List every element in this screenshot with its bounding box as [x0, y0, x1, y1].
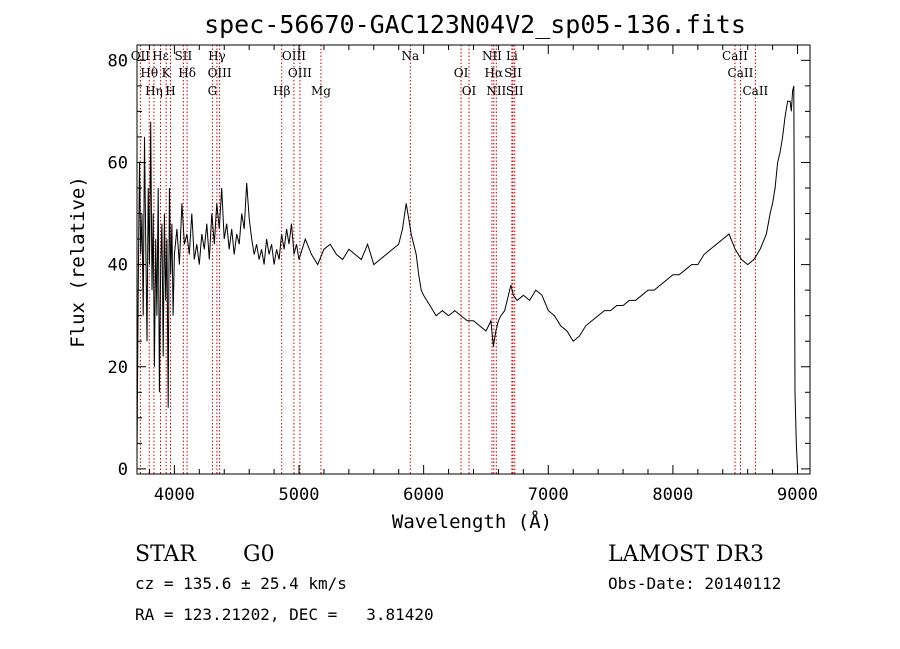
line-marker-label: OIII [208, 66, 232, 80]
line-marker-label: OII [131, 49, 151, 63]
line-marker-label: Mg [311, 84, 331, 98]
line-marker-label: Hδ [178, 66, 196, 80]
x-tick-label: 5000 [279, 485, 320, 505]
line-marker-label: NII [486, 84, 506, 98]
spectral-line-labels: OII Hθ Hη Hε KH SII Hδ G Hγ OIII Hβ OIII OIII Mg Na OI O… [131, 49, 769, 98]
y-tick-label: 40 [108, 256, 128, 276]
x-tick-label: 4000 [154, 485, 195, 505]
y-tick-label: 80 [108, 51, 128, 71]
y-axis-ticks: 0 20 40 60 80 [108, 51, 810, 480]
coordinates: RA = 123.21202, DEC = 3.81420 [135, 605, 434, 624]
x-tick-label: 6000 [403, 485, 444, 505]
line-marker-label: Li [506, 49, 518, 63]
x-tick-label: 8000 [652, 485, 693, 505]
line-marker-label: SII [504, 66, 522, 80]
line-marker-label: OIII [288, 66, 312, 80]
line-marker-label: CaII [742, 84, 768, 98]
redshift-velocity: cz = 135.6 ± 25.4 km/s [135, 574, 347, 593]
x-axis-ticks: 4000 5000 6000 7000 8000 9000 [148, 45, 818, 505]
line-marker-label: Na [401, 49, 419, 63]
line-marker-label: Hα [485, 66, 504, 80]
y-axis-label: Flux (relative) [67, 176, 89, 348]
line-marker-label: OI [454, 66, 469, 80]
line-marker-label: Hβ [273, 84, 290, 98]
line-marker-label: CaII [728, 66, 754, 80]
x-tick-label: 9000 [777, 485, 818, 505]
line-marker-label: Hγ [208, 49, 226, 63]
y-tick-label: 0 [118, 460, 128, 480]
x-tick-label: 7000 [528, 485, 569, 505]
line-marker-label: Hθ [140, 66, 158, 80]
line-marker-label: Hε [152, 49, 169, 63]
line-marker-label: CaII [722, 49, 748, 63]
line-marker-label: SII [506, 84, 524, 98]
line-marker-label: NII [482, 49, 502, 63]
line-marker-label: OI [462, 84, 477, 98]
line-marker-label: OIII [282, 49, 306, 63]
line-marker-label: SII [175, 49, 193, 63]
line-marker-label: K [162, 66, 172, 80]
y-tick-label: 60 [108, 153, 128, 173]
observation-date: Obs-Date: 20140112 [608, 574, 781, 593]
x-axis-label: Wavelength (Å) [392, 510, 552, 533]
object-class: STAR [135, 542, 197, 567]
line-marker-label: G [208, 84, 218, 98]
spectral-line-markers [139, 45, 756, 474]
line-marker-label: Hη [145, 84, 163, 98]
survey-name: LAMOST DR3 [608, 542, 764, 567]
object-subclass: G0 [243, 542, 275, 567]
spectrum-line [137, 85, 798, 469]
line-marker-label: H [165, 84, 175, 98]
plot-frame [136, 44, 811, 475]
chart-title: spec-56670-GAC123N04V2_sp05-136.fits [204, 10, 746, 39]
y-tick-label: 20 [108, 358, 128, 378]
